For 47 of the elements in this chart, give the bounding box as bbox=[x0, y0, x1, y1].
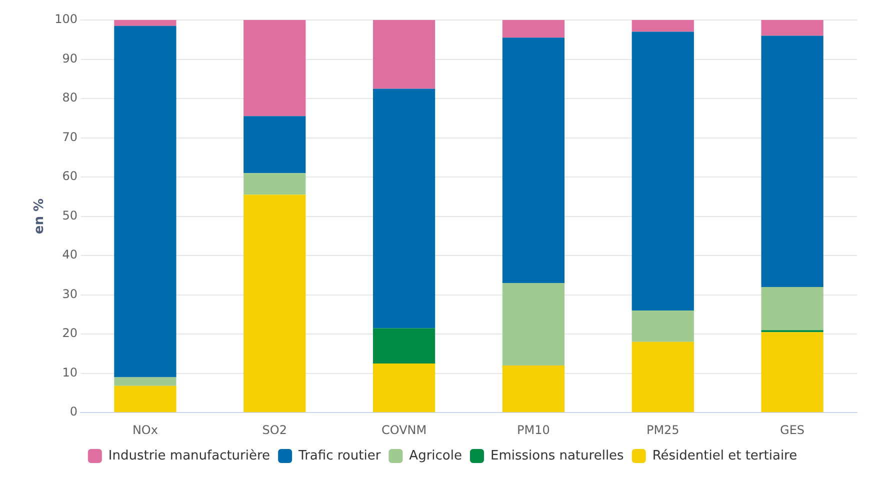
x-tick-label: PM25 bbox=[646, 422, 680, 437]
bar bbox=[761, 20, 824, 36]
legend-label: Résidentiel et tertiaire bbox=[652, 448, 798, 464]
bar bbox=[502, 38, 565, 284]
x-tick-label: GES bbox=[780, 422, 805, 437]
bar bbox=[114, 20, 176, 26]
bar bbox=[372, 20, 436, 89]
bar bbox=[761, 332, 824, 412]
bar bbox=[632, 342, 694, 412]
bar bbox=[372, 88, 436, 328]
bar bbox=[502, 283, 565, 366]
x-tick-label: PM10 bbox=[517, 422, 550, 437]
y-tick-label: 70 bbox=[62, 130, 78, 144]
y-tick-label: 20 bbox=[62, 326, 78, 340]
bar bbox=[372, 328, 436, 364]
bar bbox=[114, 377, 176, 386]
bar bbox=[632, 20, 694, 32]
y-axis-title: en % bbox=[32, 198, 48, 234]
bar bbox=[244, 116, 306, 174]
y-tick-label: 80 bbox=[62, 90, 78, 105]
legend-label: Agricole bbox=[409, 448, 462, 464]
bar bbox=[244, 194, 306, 412]
bar bbox=[632, 310, 694, 342]
y-tick-label: 10 bbox=[62, 365, 78, 380]
bar bbox=[114, 26, 176, 378]
bar bbox=[761, 36, 824, 287]
bar bbox=[502, 365, 565, 412]
bar bbox=[761, 286, 824, 330]
y-tick-label: 30 bbox=[62, 286, 78, 301]
y-tick-label: 0 bbox=[70, 404, 78, 419]
y-tick-label: 50 bbox=[62, 208, 78, 222]
bar bbox=[632, 32, 694, 311]
legend-label: Industrie manufacturière bbox=[108, 448, 270, 464]
y-tick-label: 90 bbox=[62, 51, 78, 66]
y-tick-label: 40 bbox=[62, 248, 78, 262]
x-tick-label: SO2 bbox=[262, 422, 287, 437]
bar bbox=[114, 386, 176, 412]
bar bbox=[372, 364, 436, 412]
x-tick-label: COVNM bbox=[381, 422, 427, 437]
y-tick-label: 60 bbox=[62, 169, 78, 184]
bar bbox=[244, 173, 306, 195]
x-tick-label: NOx bbox=[132, 422, 158, 437]
y-tick-label: 100 bbox=[54, 12, 78, 26]
bar bbox=[244, 20, 306, 116]
legend-label: Emissions naturelles bbox=[490, 448, 624, 464]
legend-label: Trafic routier bbox=[298, 448, 382, 464]
bar bbox=[502, 20, 565, 38]
